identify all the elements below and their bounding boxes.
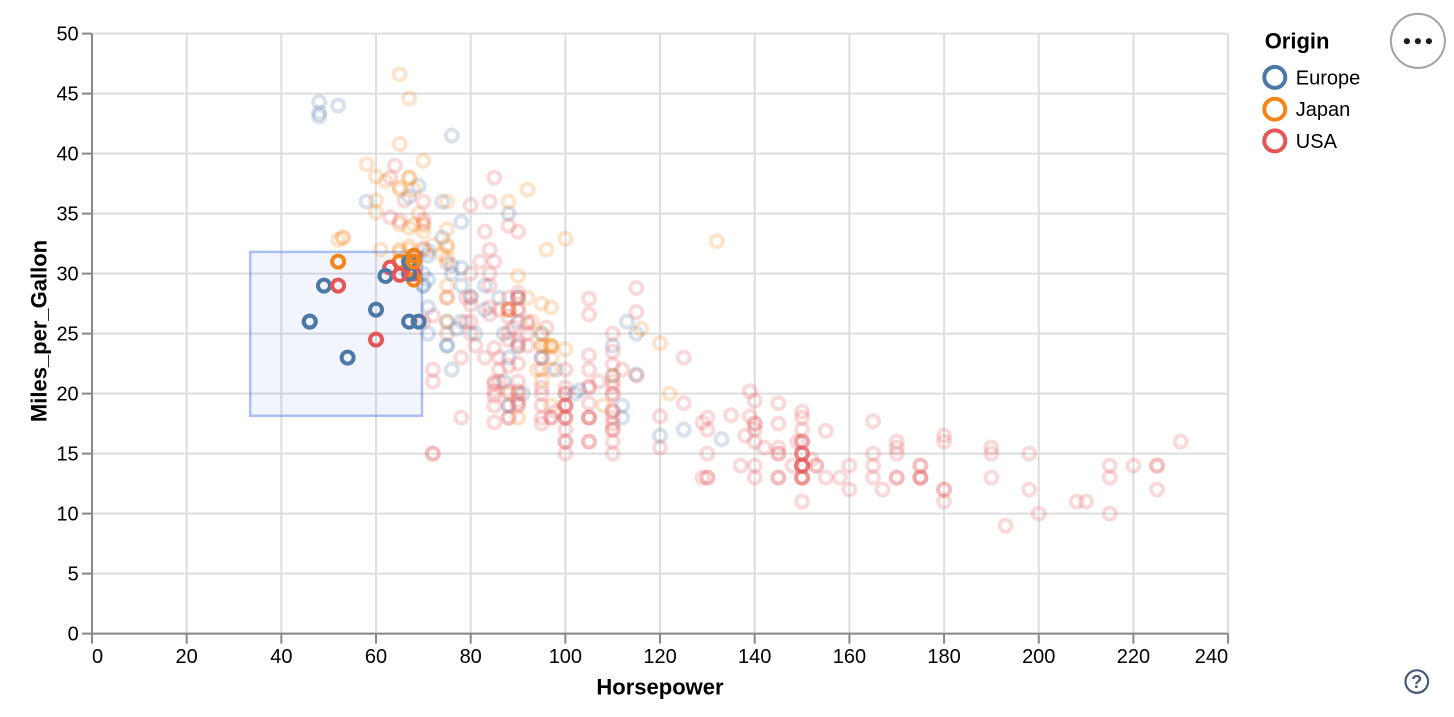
- svg-text:15: 15: [56, 444, 78, 466]
- svg-text:25: 25: [56, 324, 78, 346]
- svg-text:80: 80: [460, 646, 482, 668]
- svg-text:140: 140: [738, 646, 771, 668]
- svg-text:40: 40: [56, 144, 78, 166]
- svg-text:60: 60: [365, 646, 387, 668]
- svg-text:Horsepower: Horsepower: [596, 675, 724, 700]
- svg-text:160: 160: [833, 646, 866, 668]
- svg-text:100: 100: [549, 646, 582, 668]
- svg-text:200: 200: [1022, 646, 1055, 668]
- svg-text:120: 120: [643, 646, 676, 668]
- svg-text:20: 20: [56, 384, 78, 406]
- svg-text:Miles_per_Gallon: Miles_per_Gallon: [27, 240, 52, 422]
- svg-text:USA: USA: [1296, 131, 1338, 153]
- svg-text:Europe: Europe: [1296, 67, 1361, 89]
- svg-text:20: 20: [176, 646, 198, 668]
- svg-text:Origin: Origin: [1265, 29, 1330, 54]
- svg-text:35: 35: [56, 204, 78, 226]
- svg-text:?: ?: [1411, 672, 1422, 692]
- svg-text:240: 240: [1195, 646, 1228, 668]
- svg-text:180: 180: [927, 646, 960, 668]
- svg-text:30: 30: [56, 264, 78, 286]
- svg-text:45: 45: [56, 84, 78, 106]
- svg-text:Japan: Japan: [1296, 99, 1351, 121]
- svg-text:10: 10: [56, 504, 78, 526]
- svg-text:0: 0: [68, 624, 79, 646]
- svg-text:50: 50: [56, 24, 78, 46]
- svg-text:40: 40: [270, 646, 292, 668]
- svg-text:0: 0: [92, 646, 103, 668]
- svg-text:5: 5: [68, 564, 79, 586]
- svg-text:220: 220: [1117, 646, 1150, 668]
